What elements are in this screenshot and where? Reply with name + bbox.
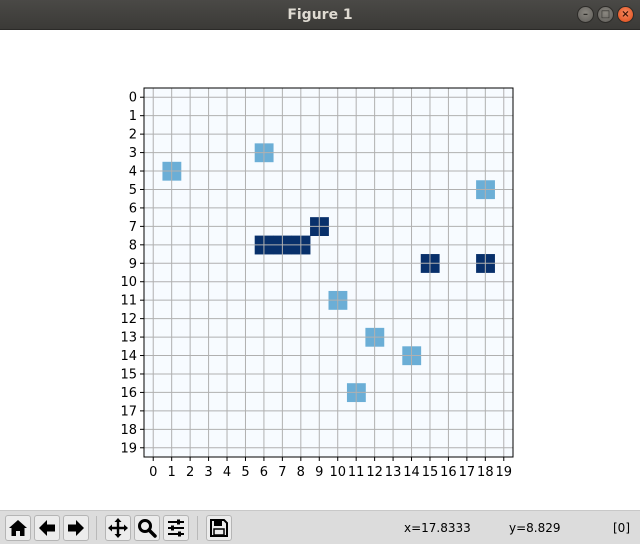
y-tick-label: 5 [129, 183, 137, 198]
y-tick-label: 2 [129, 128, 137, 143]
pixel-value-readout: [0] [613, 521, 630, 535]
grid-layer [144, 88, 513, 457]
ticks-layer: 0 1 2 3 4 5 6 7 8 9 10 11 12 13 14 15 16 17 18 190123456789… [120, 91, 512, 480]
y-tick-label: 0 [129, 91, 137, 106]
y-tick-label: 10 [120, 275, 137, 290]
x-tick-label: 12 [366, 465, 383, 480]
forward-arrow-icon [68, 520, 84, 536]
x-tick-label: 11 [348, 465, 365, 480]
minimize-button[interactable]: – [577, 6, 594, 23]
figure-canvas[interactable]: 0 1 2 3 4 5 6 7 8 9 10 11 12 13 14 15 16 17 18 19 0 1 2 3 4 5 6 7 8 9… [0, 30, 640, 510]
y-tick-label: 12 [120, 312, 137, 327]
x-tick-label: 16 [440, 465, 457, 480]
cells-layer [144, 88, 513, 457]
save-button[interactable] [206, 515, 232, 541]
x-tick-label: 13 [385, 465, 402, 480]
zoom-button[interactable] [134, 515, 160, 541]
window-controls: – □ × [577, 6, 634, 23]
home-button[interactable] [5, 515, 31, 541]
x-tick-label: 3 [204, 465, 212, 480]
back-button[interactable] [34, 515, 60, 541]
heatmap-plot[interactable]: 0 1 2 3 4 5 6 7 8 9 10 11 12 13 14 15 16 17 18 190123456789… [0, 30, 640, 510]
y-tick-label: 11 [120, 294, 137, 309]
x-tick-label: 18 [477, 465, 494, 480]
y-tick-label: 8 [129, 238, 137, 253]
y-coordinate-readout: y=8.829 [509, 521, 561, 535]
y-tick-label: 18 [120, 423, 137, 438]
save-disk-icon [210, 519, 228, 537]
toolbar-separator [197, 516, 198, 540]
navigation-toolbar: x=17.8333 y=8.829 [0] [0, 510, 640, 544]
y-tick-label: 1 [129, 109, 137, 124]
y-tick-label: 6 [129, 201, 137, 216]
close-button[interactable]: × [617, 6, 634, 23]
x-tick-label: 15 [422, 465, 439, 480]
maximize-button[interactable]: □ [597, 6, 614, 23]
x-tick-label: 4 [223, 465, 231, 480]
y-tick-label: 7 [129, 220, 137, 235]
x-coordinate-readout: x=17.8333 [404, 521, 471, 535]
y-tick-label: 16 [120, 386, 137, 401]
zoom-magnifier-icon [138, 519, 157, 538]
x-tick-label: 9 [315, 465, 323, 480]
home-icon [9, 520, 27, 536]
x-tick-label: 2 [186, 465, 194, 480]
x-tick-label: 7 [278, 465, 286, 480]
y-tick-label: 19 [120, 441, 137, 456]
x-tick-label: 1 [168, 465, 176, 480]
x-tick-label: 6 [260, 465, 268, 480]
axes-frame [143, 87, 514, 458]
y-tick-label: 4 [129, 165, 137, 180]
toolbar-separator [96, 516, 97, 540]
sliders-icon [168, 519, 184, 537]
forward-button[interactable] [63, 515, 89, 541]
x-tick-label: 0 [149, 465, 157, 480]
y-tick-label: 17 [120, 404, 137, 419]
back-arrow-icon [39, 520, 55, 536]
heatmap-background [144, 88, 513, 457]
y-tick-label: 3 [129, 146, 137, 161]
window-title: Figure 1 [287, 7, 353, 23]
x-tick-label: 5 [241, 465, 249, 480]
pan-button[interactable] [105, 515, 131, 541]
x-tick-label: 8 [297, 465, 305, 480]
pan-move-icon [108, 518, 128, 538]
y-tick-label: 13 [120, 331, 137, 346]
x-tick-label: 19 [496, 465, 513, 480]
x-tick-label: 14 [403, 465, 420, 480]
x-tick-label: 17 [459, 465, 476, 480]
y-tick-label: 14 [120, 349, 137, 364]
window-titlebar[interactable]: Figure 1 – □ × [0, 0, 640, 30]
y-tick-label: 15 [120, 367, 137, 382]
configure-subplots-button[interactable] [163, 515, 189, 541]
x-tick-label: 10 [329, 465, 346, 480]
y-tick-label: 9 [129, 257, 137, 272]
